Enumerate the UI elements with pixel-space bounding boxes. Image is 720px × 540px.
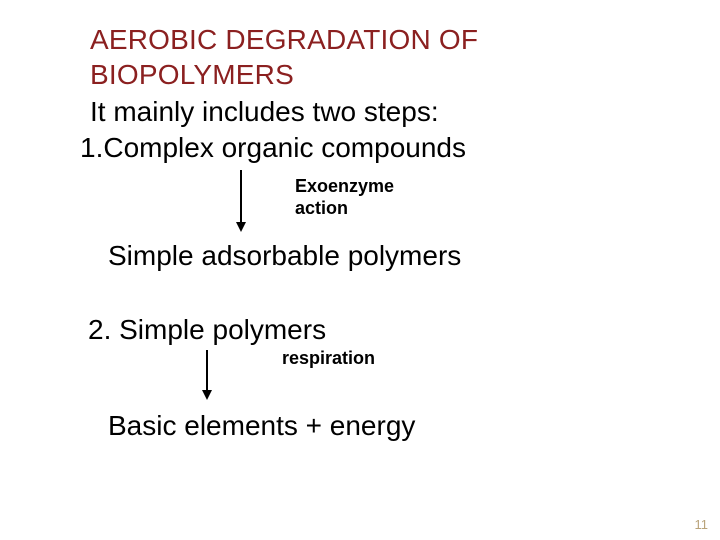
step2-arrow-label: respiration	[282, 348, 375, 369]
step2-header: 2. Simple polymers	[88, 314, 660, 346]
slide: AEROBIC DEGRADATION OF BIOPOLYMERS It ma…	[0, 0, 720, 540]
step1-arrow-label: Exoenzymeaction	[295, 176, 394, 219]
step1-result: Simple adsorbable polymers	[108, 240, 660, 272]
slide-title-line2: BIOPOLYMERS	[90, 57, 660, 92]
intro-text: It mainly includes two steps:	[90, 94, 660, 130]
step1-arrow-group: Exoenzymeaction	[90, 170, 660, 242]
page-number: 11	[695, 517, 709, 532]
step2-result: Basic elements + energy	[108, 410, 660, 442]
down-arrow-icon	[206, 350, 208, 398]
step2-arrow-group: respiration	[90, 350, 660, 408]
step1-header: 1.Complex organic compounds	[80, 132, 660, 164]
slide-title-line1: AEROBIC DEGRADATION OF	[90, 22, 660, 57]
down-arrow-icon	[240, 170, 242, 230]
